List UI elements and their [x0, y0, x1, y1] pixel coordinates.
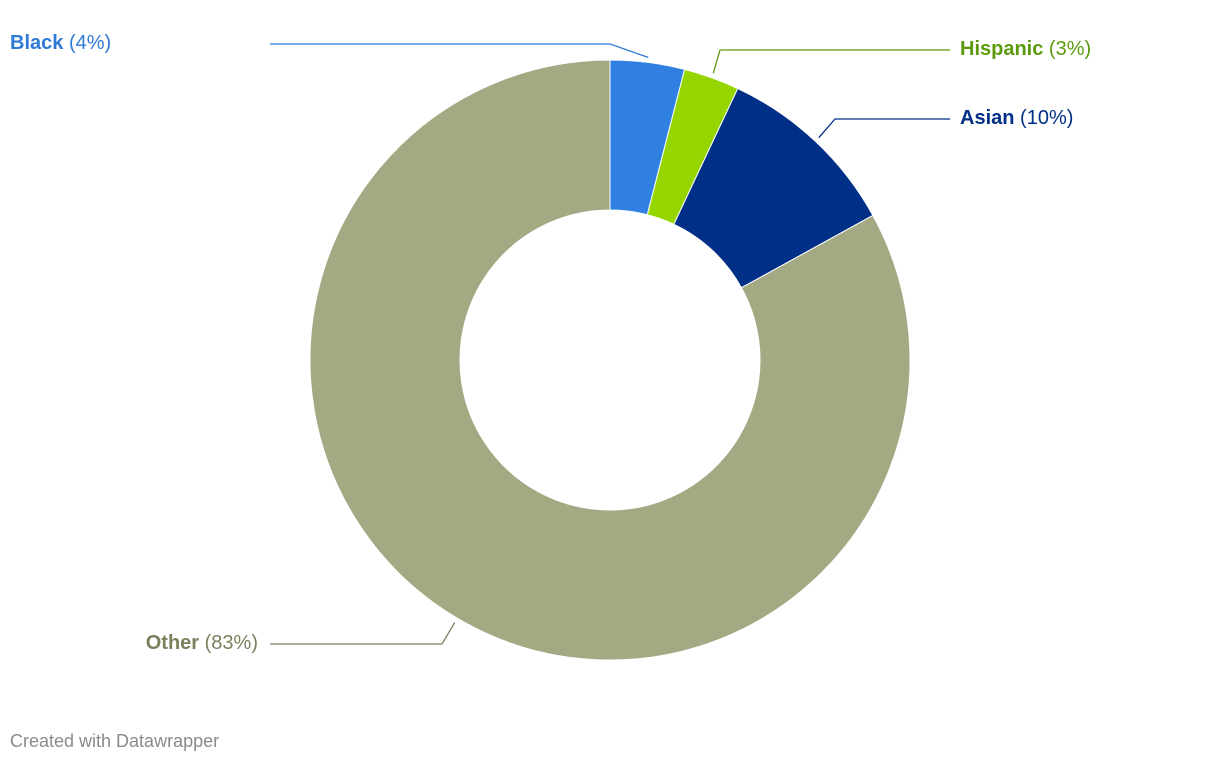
slice-label: Black (4%): [10, 32, 111, 54]
label-name: Other: [146, 632, 200, 654]
label-name: Hispanic: [960, 38, 1043, 60]
leader-line: [270, 622, 456, 645]
leader-line: [818, 118, 950, 139]
label-name: Black: [10, 32, 64, 54]
slice-label: Hispanic (3%): [960, 38, 1091, 60]
label-value: (83%): [205, 632, 258, 654]
label-value: (3%): [1049, 38, 1091, 60]
leader-line: [712, 49, 950, 74]
label-value: (10%): [1020, 107, 1073, 129]
labels: Black (4%) Hispanic (3%) Asian (10%) Other …: [10, 32, 1091, 654]
credit: Created with Datawrapper: [10, 731, 219, 751]
donut: [309, 59, 911, 661]
slice-label: Asian (10%): [960, 107, 1073, 129]
leader-line: [270, 43, 649, 59]
slice-label: Other (83%): [146, 632, 258, 654]
slice: [309, 59, 911, 661]
label-value: (4%): [69, 32, 111, 54]
label-name: Asian: [960, 107, 1014, 129]
